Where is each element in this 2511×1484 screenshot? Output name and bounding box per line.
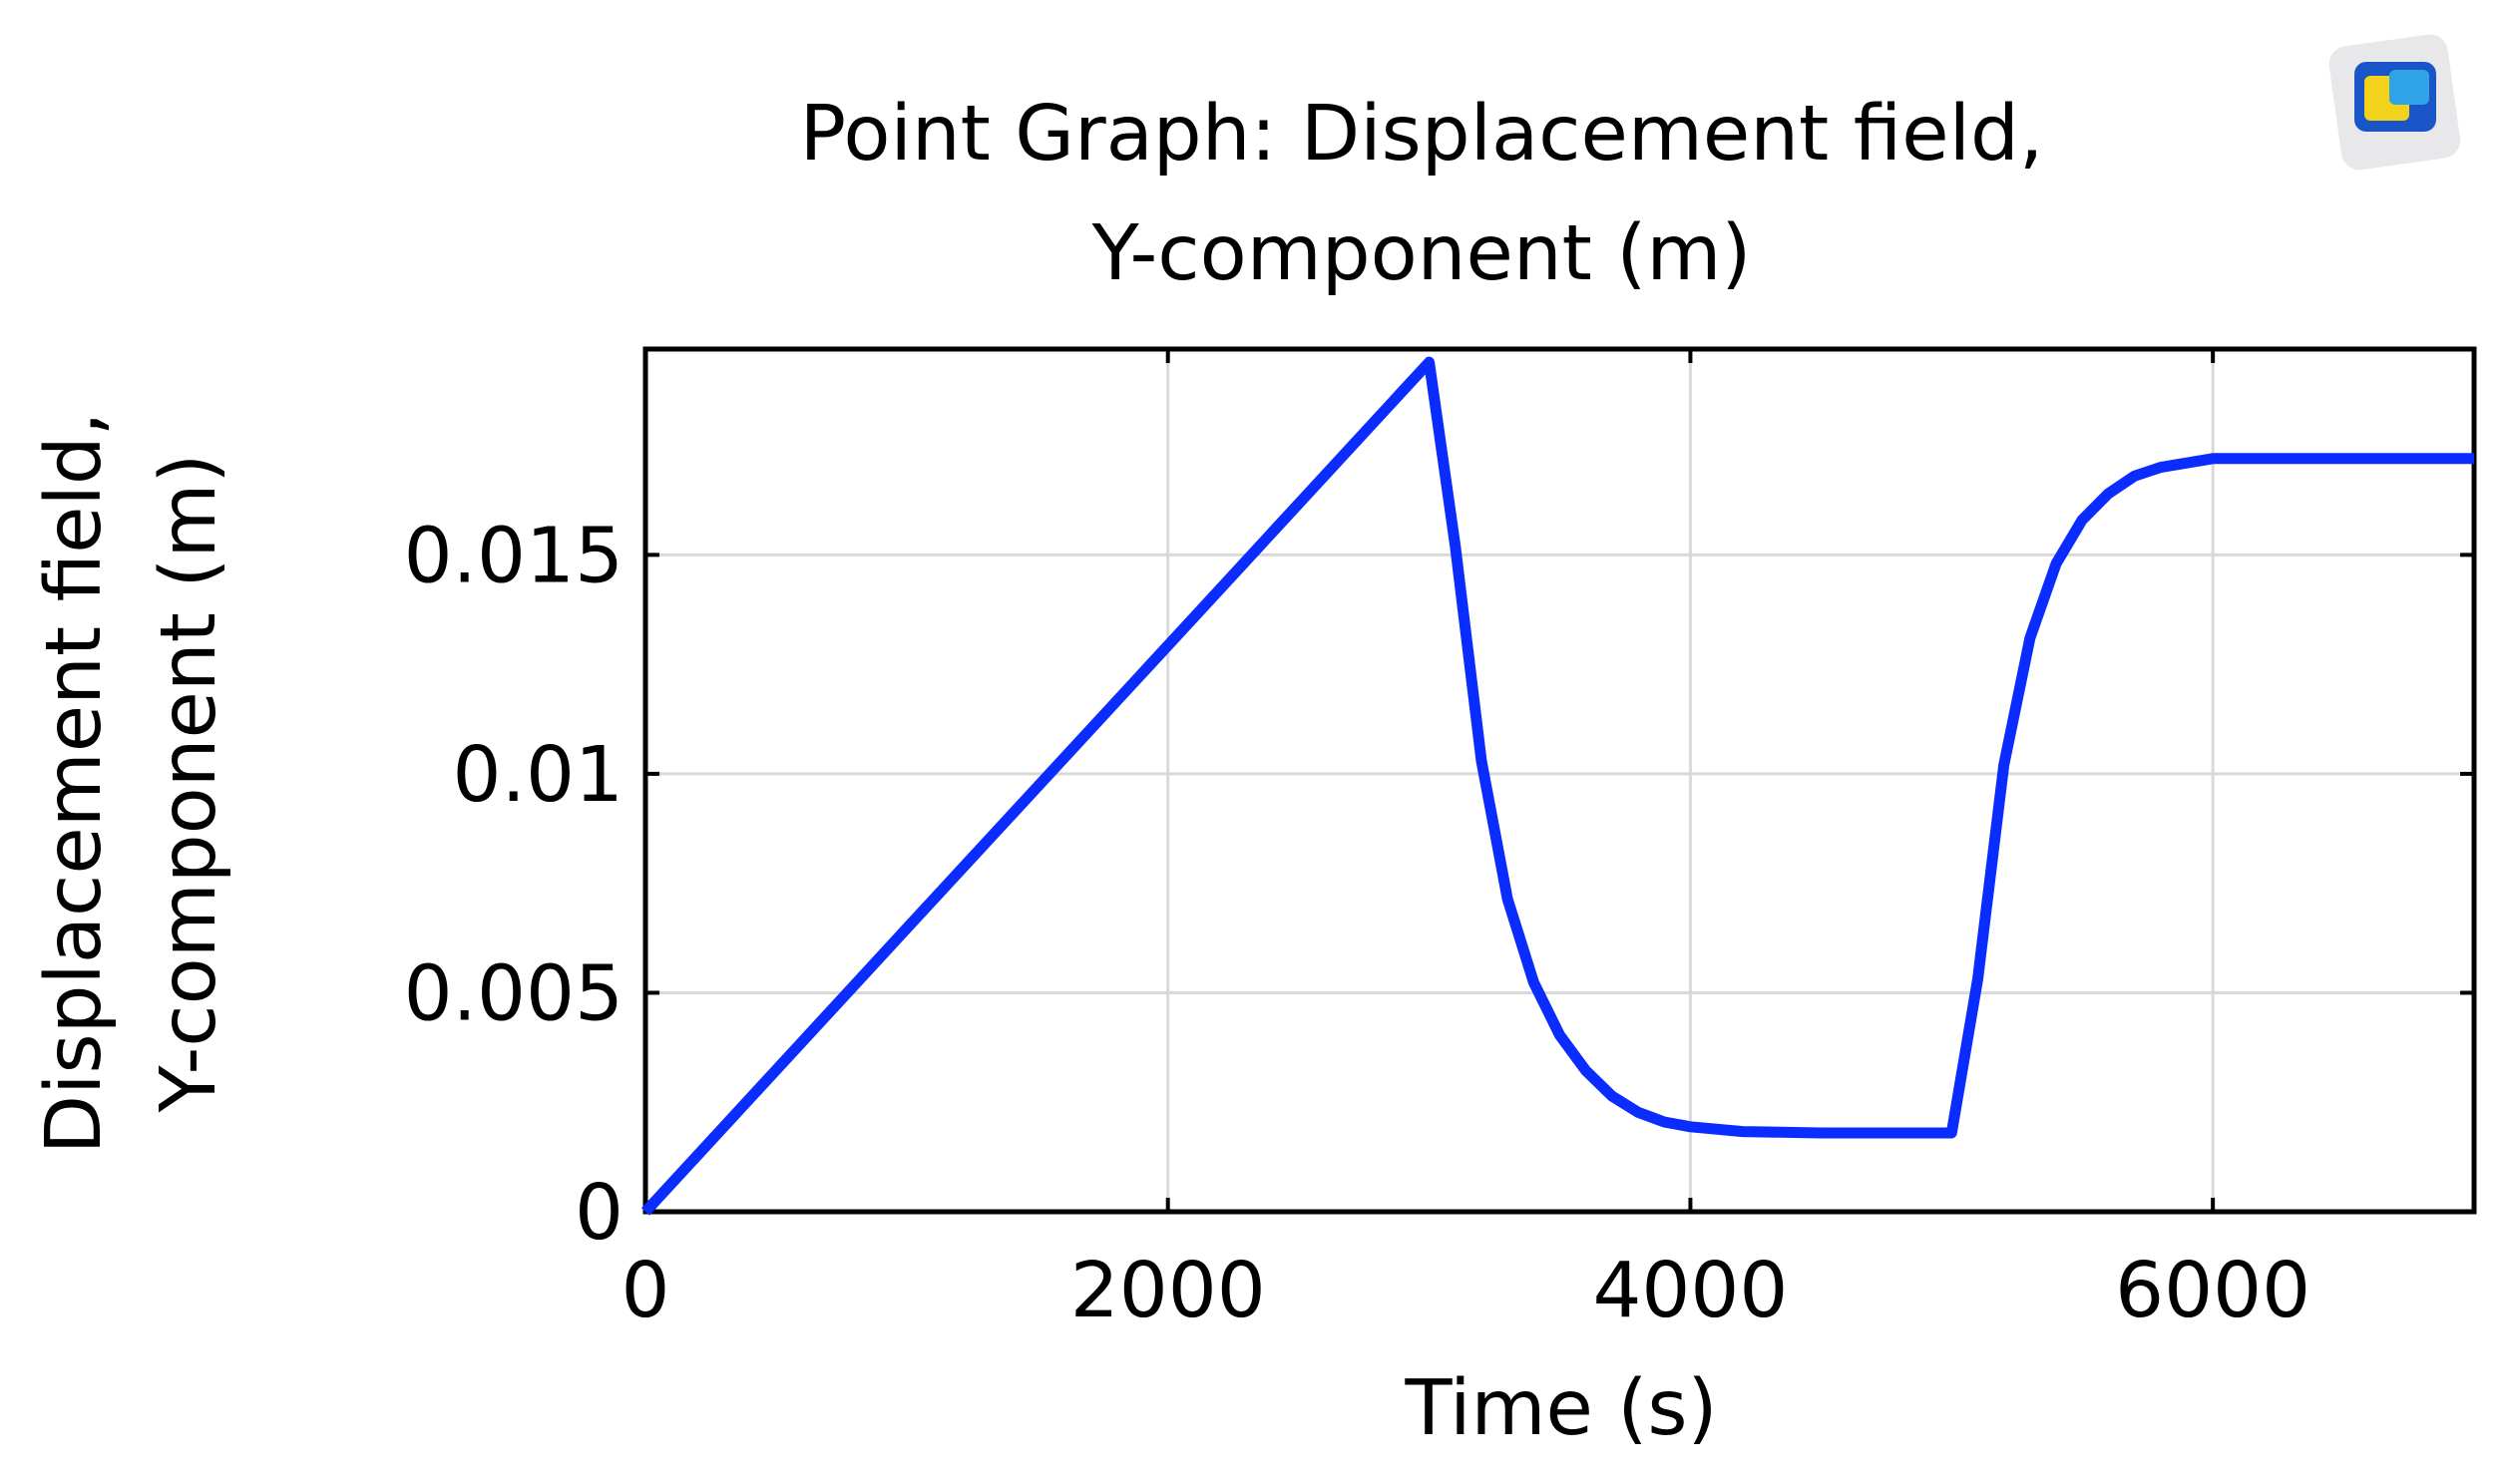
- x-tick-label: 0: [622, 1247, 670, 1335]
- y-tick-label: 0: [575, 1169, 624, 1258]
- data-line: [640, 356, 2474, 1216]
- x-tick-label: 4000: [1592, 1247, 1788, 1335]
- y-axis-label: Y-component (m): [145, 454, 233, 1114]
- logo-icon: [2328, 34, 2461, 171]
- chart-title: Point Graph: Displacement field,: [800, 90, 2044, 179]
- plot-frame: [642, 346, 2477, 1215]
- x-tick-label: 6000: [2115, 1247, 2310, 1335]
- y-tick-label: 0.015: [404, 512, 624, 600]
- x-axis-label: Time (s): [1404, 1364, 1717, 1453]
- y-tick-label: 0.01: [453, 731, 624, 820]
- y-tick-label: 0.005: [404, 949, 624, 1038]
- chart-title: Y-component (m): [1091, 209, 1752, 298]
- x-tick-label: 2000: [1070, 1247, 1266, 1335]
- y-axis-label: Displacement field,: [30, 412, 119, 1154]
